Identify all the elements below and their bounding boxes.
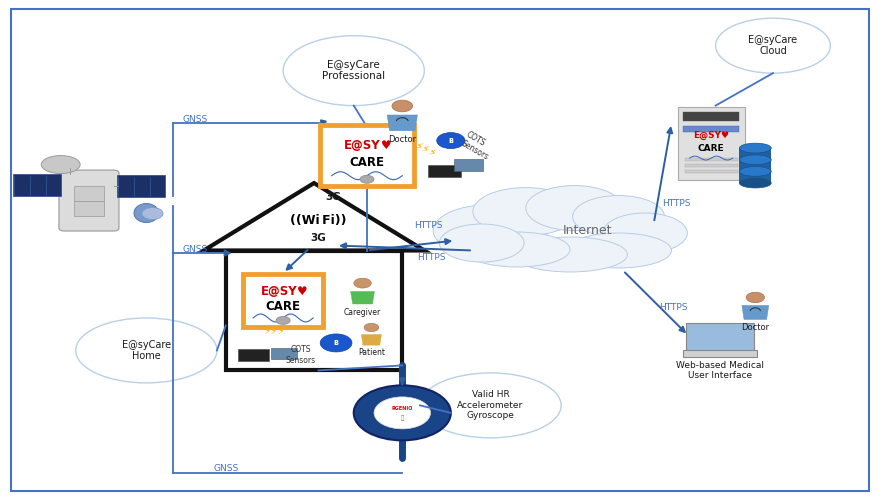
Text: RGENIO: RGENIO xyxy=(392,406,413,411)
Text: 3G: 3G xyxy=(325,192,341,202)
Ellipse shape xyxy=(566,233,672,268)
FancyBboxPatch shape xyxy=(685,170,737,173)
Text: E@syCare
Professional: E@syCare Professional xyxy=(322,60,385,82)
Ellipse shape xyxy=(739,143,771,153)
Text: ⚡⚡⚡: ⚡⚡⚡ xyxy=(263,326,286,336)
Circle shape xyxy=(392,100,413,112)
Text: ʙ: ʙ xyxy=(448,136,453,145)
Text: GNSS: GNSS xyxy=(213,464,239,473)
Ellipse shape xyxy=(739,166,771,176)
Ellipse shape xyxy=(464,232,570,267)
Text: ⚡⚡⚡: ⚡⚡⚡ xyxy=(412,141,437,160)
Text: Patient: Patient xyxy=(358,348,385,357)
Text: E@SY♥: E@SY♥ xyxy=(693,131,729,140)
Ellipse shape xyxy=(433,204,548,257)
Circle shape xyxy=(360,175,374,183)
FancyBboxPatch shape xyxy=(243,274,324,327)
Text: COTS
Sensors: COTS Sensors xyxy=(460,130,495,161)
FancyBboxPatch shape xyxy=(238,349,269,361)
FancyBboxPatch shape xyxy=(683,126,739,132)
Text: CARE: CARE xyxy=(697,144,725,153)
Ellipse shape xyxy=(716,18,830,73)
Text: 3G: 3G xyxy=(310,233,326,243)
Polygon shape xyxy=(351,292,375,304)
Ellipse shape xyxy=(473,187,579,235)
Ellipse shape xyxy=(76,318,217,383)
Ellipse shape xyxy=(42,156,80,173)
Ellipse shape xyxy=(739,155,771,165)
Circle shape xyxy=(276,317,290,325)
Text: GNSS: GNSS xyxy=(182,115,208,124)
Circle shape xyxy=(437,133,465,149)
FancyBboxPatch shape xyxy=(74,185,104,200)
FancyBboxPatch shape xyxy=(271,348,297,359)
Text: Web-based Medical
User Interface: Web-based Medical User Interface xyxy=(676,361,764,380)
Text: COTS
Sensors: COTS Sensors xyxy=(286,345,316,365)
Ellipse shape xyxy=(573,195,665,237)
FancyBboxPatch shape xyxy=(118,175,164,197)
Text: ♥: ♥ xyxy=(297,285,308,298)
Text: HTTPS: HTTPS xyxy=(661,198,690,207)
FancyBboxPatch shape xyxy=(454,159,483,171)
Text: HTTPS: HTTPS xyxy=(416,254,446,263)
Text: GNSS: GNSS xyxy=(182,245,208,254)
Ellipse shape xyxy=(739,178,771,188)
FancyBboxPatch shape xyxy=(685,158,737,161)
Circle shape xyxy=(354,278,371,288)
Text: Ⓡ: Ⓡ xyxy=(400,415,404,421)
Text: Doctor: Doctor xyxy=(742,323,769,332)
Ellipse shape xyxy=(134,203,159,222)
Text: Caregiver: Caregiver xyxy=(344,308,381,317)
FancyBboxPatch shape xyxy=(320,125,414,186)
Circle shape xyxy=(746,292,765,303)
Text: ♥: ♥ xyxy=(381,139,392,152)
FancyBboxPatch shape xyxy=(685,164,737,167)
Text: CARE: CARE xyxy=(349,156,385,169)
Text: E@syCare
Cloud: E@syCare Cloud xyxy=(749,35,797,57)
FancyBboxPatch shape xyxy=(683,112,739,121)
Text: ʙ: ʙ xyxy=(333,339,339,347)
Circle shape xyxy=(142,207,163,219)
FancyBboxPatch shape xyxy=(13,174,61,196)
FancyBboxPatch shape xyxy=(739,148,771,183)
FancyBboxPatch shape xyxy=(59,170,119,231)
FancyBboxPatch shape xyxy=(687,324,753,351)
Polygon shape xyxy=(387,115,417,131)
Text: E@SY: E@SY xyxy=(344,139,381,152)
FancyBboxPatch shape xyxy=(74,200,104,215)
Circle shape xyxy=(354,385,451,440)
FancyBboxPatch shape xyxy=(678,107,744,179)
Text: HTTPS: HTTPS xyxy=(415,221,443,230)
FancyBboxPatch shape xyxy=(683,350,757,357)
Polygon shape xyxy=(742,306,769,320)
Circle shape xyxy=(374,397,431,429)
Ellipse shape xyxy=(603,213,688,253)
Circle shape xyxy=(320,334,352,352)
Text: E@syCare
Home: E@syCare Home xyxy=(122,340,171,361)
Ellipse shape xyxy=(526,185,623,230)
Text: Internet: Internet xyxy=(563,224,613,237)
Ellipse shape xyxy=(420,373,561,438)
Text: Valid HR
Accelerometer
Gyroscope: Valid HR Accelerometer Gyroscope xyxy=(457,390,523,420)
Text: CARE: CARE xyxy=(265,300,301,313)
Ellipse shape xyxy=(513,237,628,272)
Text: HTTPS: HTTPS xyxy=(659,304,688,313)
Polygon shape xyxy=(362,335,382,345)
FancyBboxPatch shape xyxy=(225,250,402,370)
Ellipse shape xyxy=(283,36,424,106)
Text: Doctor: Doctor xyxy=(388,135,416,144)
Text: ((Wi Fi)): ((Wi Fi)) xyxy=(290,214,347,227)
Circle shape xyxy=(364,323,378,332)
Ellipse shape xyxy=(439,224,524,262)
FancyBboxPatch shape xyxy=(428,165,461,177)
Text: E@SY: E@SY xyxy=(261,285,297,298)
